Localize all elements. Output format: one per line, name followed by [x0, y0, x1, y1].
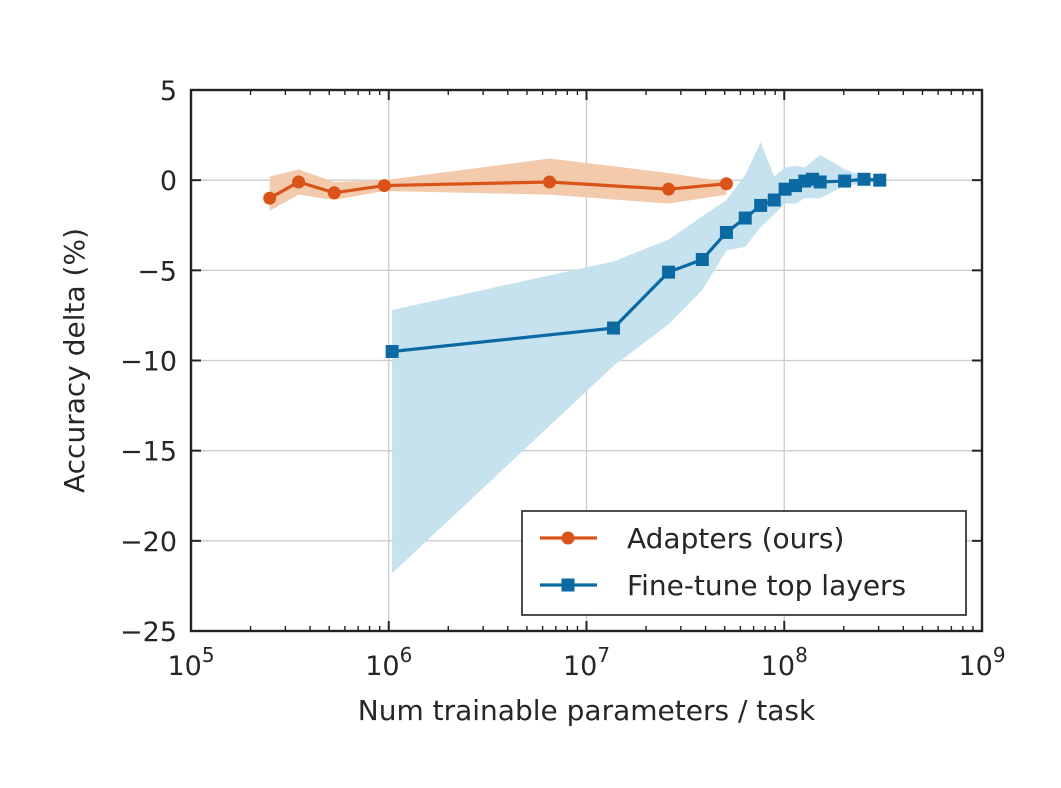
- data-point-fine-tune: [857, 172, 871, 186]
- legend-label-adapters: Adapters (ours): [627, 522, 844, 555]
- x-tick-label: 109: [958, 643, 1005, 682]
- legend-box: [521, 510, 967, 616]
- y-axis-label: Accuracy delta (%): [58, 228, 91, 493]
- y-tick-label: −15: [120, 437, 177, 468]
- y-tick-label: −20: [120, 527, 177, 558]
- x-tick-label: 107: [563, 643, 610, 682]
- legend: Adapters (ours) Fine-tune top layers: [521, 510, 967, 616]
- legend-marker-fine-tune: [561, 578, 575, 592]
- data-point-fine-tune: [662, 265, 676, 279]
- y-tick-label: −10: [120, 347, 177, 378]
- x-tick-label-base: 10: [761, 651, 795, 682]
- data-point-fine-tune: [695, 253, 709, 267]
- data-point-fine-tune: [738, 211, 752, 225]
- data-point-fine-tune: [607, 321, 621, 335]
- confidence-bands: [269, 142, 880, 574]
- data-point-adapters: [543, 175, 557, 189]
- x-tick-label: 106: [365, 643, 412, 682]
- data-point-adapters: [327, 186, 341, 200]
- legend-entries: Adapters (ours) Fine-tune top layers: [540, 522, 906, 602]
- data-point-fine-tune: [719, 225, 733, 239]
- x-tick-label-exponent: 7: [597, 643, 610, 667]
- series-markers: [263, 172, 887, 358]
- y-tick-label: −25: [120, 617, 177, 648]
- y-tick-label: −5: [137, 256, 177, 287]
- legend-label-fine-tune: Fine-tune top layers: [627, 569, 906, 602]
- x-tick-label-exponent: 8: [795, 643, 808, 667]
- data-point-fine-tune: [873, 173, 887, 187]
- data-point-fine-tune: [385, 344, 399, 358]
- y-tick-label: 0: [160, 166, 177, 197]
- data-point-fine-tune: [813, 175, 827, 189]
- data-point-adapters: [292, 175, 306, 189]
- data-point-adapters: [719, 177, 733, 191]
- data-point-fine-tune: [767, 193, 781, 207]
- data-point-adapters: [263, 191, 277, 205]
- x-tick-label-base: 10: [167, 651, 201, 682]
- x-tick-label-base: 10: [563, 651, 597, 682]
- legend-marker-adapters: [561, 531, 575, 545]
- x-tick-label-base: 10: [958, 651, 992, 682]
- x-tick-label: 105: [167, 643, 214, 682]
- x-tick-label: 108: [761, 643, 808, 682]
- x-tick-label-exponent: 9: [993, 643, 1006, 667]
- data-point-adapters: [377, 179, 391, 193]
- x-tick-label-exponent: 6: [400, 643, 413, 667]
- band-fine-tune: [392, 142, 880, 574]
- y-tick-label: 5: [160, 76, 177, 107]
- x-axis-label: Num trainable parameters / task: [358, 694, 816, 727]
- data-point-fine-tune: [838, 174, 852, 188]
- data-point-fine-tune: [754, 198, 768, 212]
- x-tick-label-exponent: 5: [202, 643, 215, 667]
- axis-ticks: [190, 89, 983, 632]
- x-tick-label-base: 10: [365, 651, 399, 682]
- data-point-adapters: [662, 182, 676, 196]
- data-point-fine-tune: [778, 182, 792, 196]
